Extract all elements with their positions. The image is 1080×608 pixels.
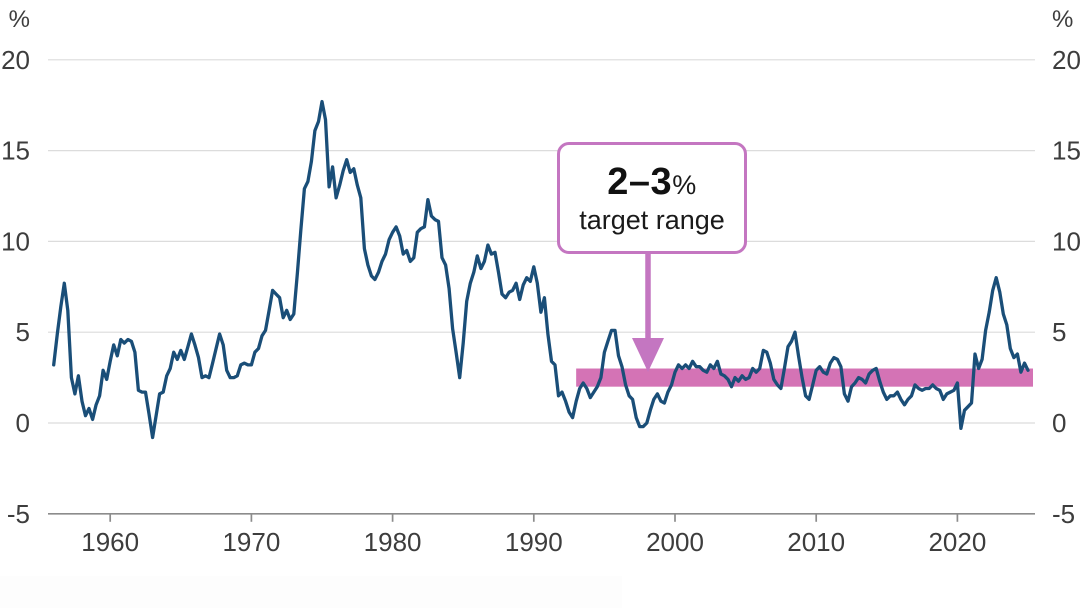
x-tick-label: 2020 <box>928 527 986 557</box>
callout-range-value: 2–3 <box>607 160 673 203</box>
callout-range-text: 2–3% <box>607 161 696 204</box>
y-axis-unit-right: % <box>1052 6 1073 33</box>
watermark-strip <box>0 576 622 608</box>
y-tick-label-left: 5 <box>16 317 30 347</box>
y-tick-label-left: 20 <box>1 45 30 75</box>
x-tick-label: 1990 <box>505 527 563 557</box>
callout-range-unit: % <box>672 169 697 200</box>
y-tick-label-right: -5 <box>1052 499 1075 529</box>
callout-range-label: target range <box>579 205 725 236</box>
y-tick-label-left: 10 <box>1 226 30 256</box>
target-band <box>576 368 1033 387</box>
y-tick-label-right: 20 <box>1052 45 1080 75</box>
callout-arrow-head <box>632 338 664 372</box>
x-tick-label: 2000 <box>646 527 704 557</box>
y-tick-label-left: -5 <box>7 499 30 529</box>
y-tick-label-right: 5 <box>1052 317 1066 347</box>
x-tick-label: 1980 <box>364 527 422 557</box>
y-tick-label-left: 0 <box>16 408 30 438</box>
target-range-callout: 2–3% target range <box>557 142 747 254</box>
x-tick-label: 2010 <box>787 527 845 557</box>
y-axis-unit-left: % <box>9 6 30 33</box>
inflation-line <box>52 99 1030 440</box>
x-tick-label: 1970 <box>222 527 280 557</box>
y-tick-label-right: 15 <box>1052 136 1080 166</box>
y-tick-label-right: 10 <box>1052 226 1080 256</box>
y-tick-label-left: 15 <box>1 136 30 166</box>
x-tick-label: 1960 <box>81 527 139 557</box>
y-tick-label-right: 0 <box>1052 408 1066 438</box>
